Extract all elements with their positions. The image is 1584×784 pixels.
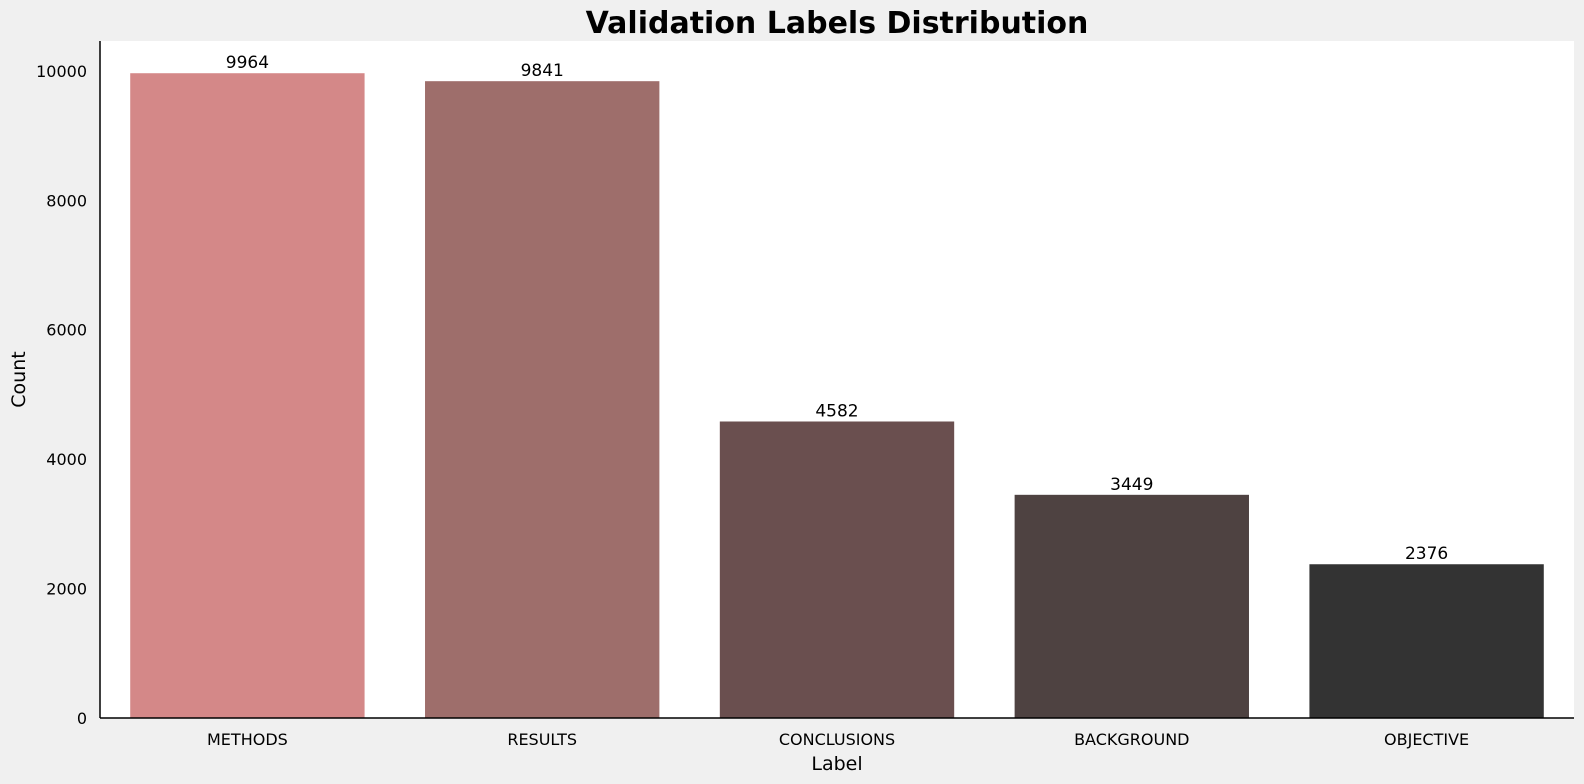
data-label-background: 3449 (1110, 475, 1153, 495)
bars-group (130, 73, 1544, 719)
y-tick-label-0: 0 (77, 709, 87, 728)
bar-conclusions (719, 421, 955, 718)
data-label-results: 9841 (521, 61, 564, 81)
bar-results (425, 81, 660, 719)
x-tick-label-methods: METHODS (207, 730, 288, 749)
x-tick-label-background: BACKGROUND (1074, 730, 1189, 749)
x-axis-label: Label (811, 753, 862, 775)
y-tick-label-4000: 4000 (46, 450, 87, 469)
x-tick-label-results: RESULTS (507, 730, 577, 749)
data-label-objective: 2376 (1405, 544, 1448, 564)
x-tick-label-objective: OBJECTIVE (1384, 730, 1469, 749)
x-axis-ticks: METHODS RESULTS CONCLUSIONS BACKGROUND OBJEC… (207, 730, 1469, 749)
chart-title: Validation Labels Distribution (586, 6, 1089, 41)
bar-background (1014, 494, 1249, 718)
x-tick-label-conclusions: CONCLUSIONS (779, 730, 895, 749)
y-axis-ticks: 0 2000 4000 6000 8000 10000 (36, 62, 87, 728)
y-tick-label-10000: 10000 (36, 62, 87, 81)
bar-methods (130, 73, 365, 718)
data-label-conclusions: 4582 (815, 401, 858, 421)
bar-objective (1309, 564, 1544, 718)
y-tick-label-6000: 6000 (46, 321, 87, 340)
y-tick-label-8000: 8000 (46, 191, 87, 210)
y-axis-label: Count (8, 351, 30, 407)
data-labels-group: 9964 9841 4582 3449 2376 (226, 53, 1448, 564)
y-tick-label-2000: 2000 (46, 580, 87, 599)
data-label-methods: 9964 (226, 53, 269, 73)
